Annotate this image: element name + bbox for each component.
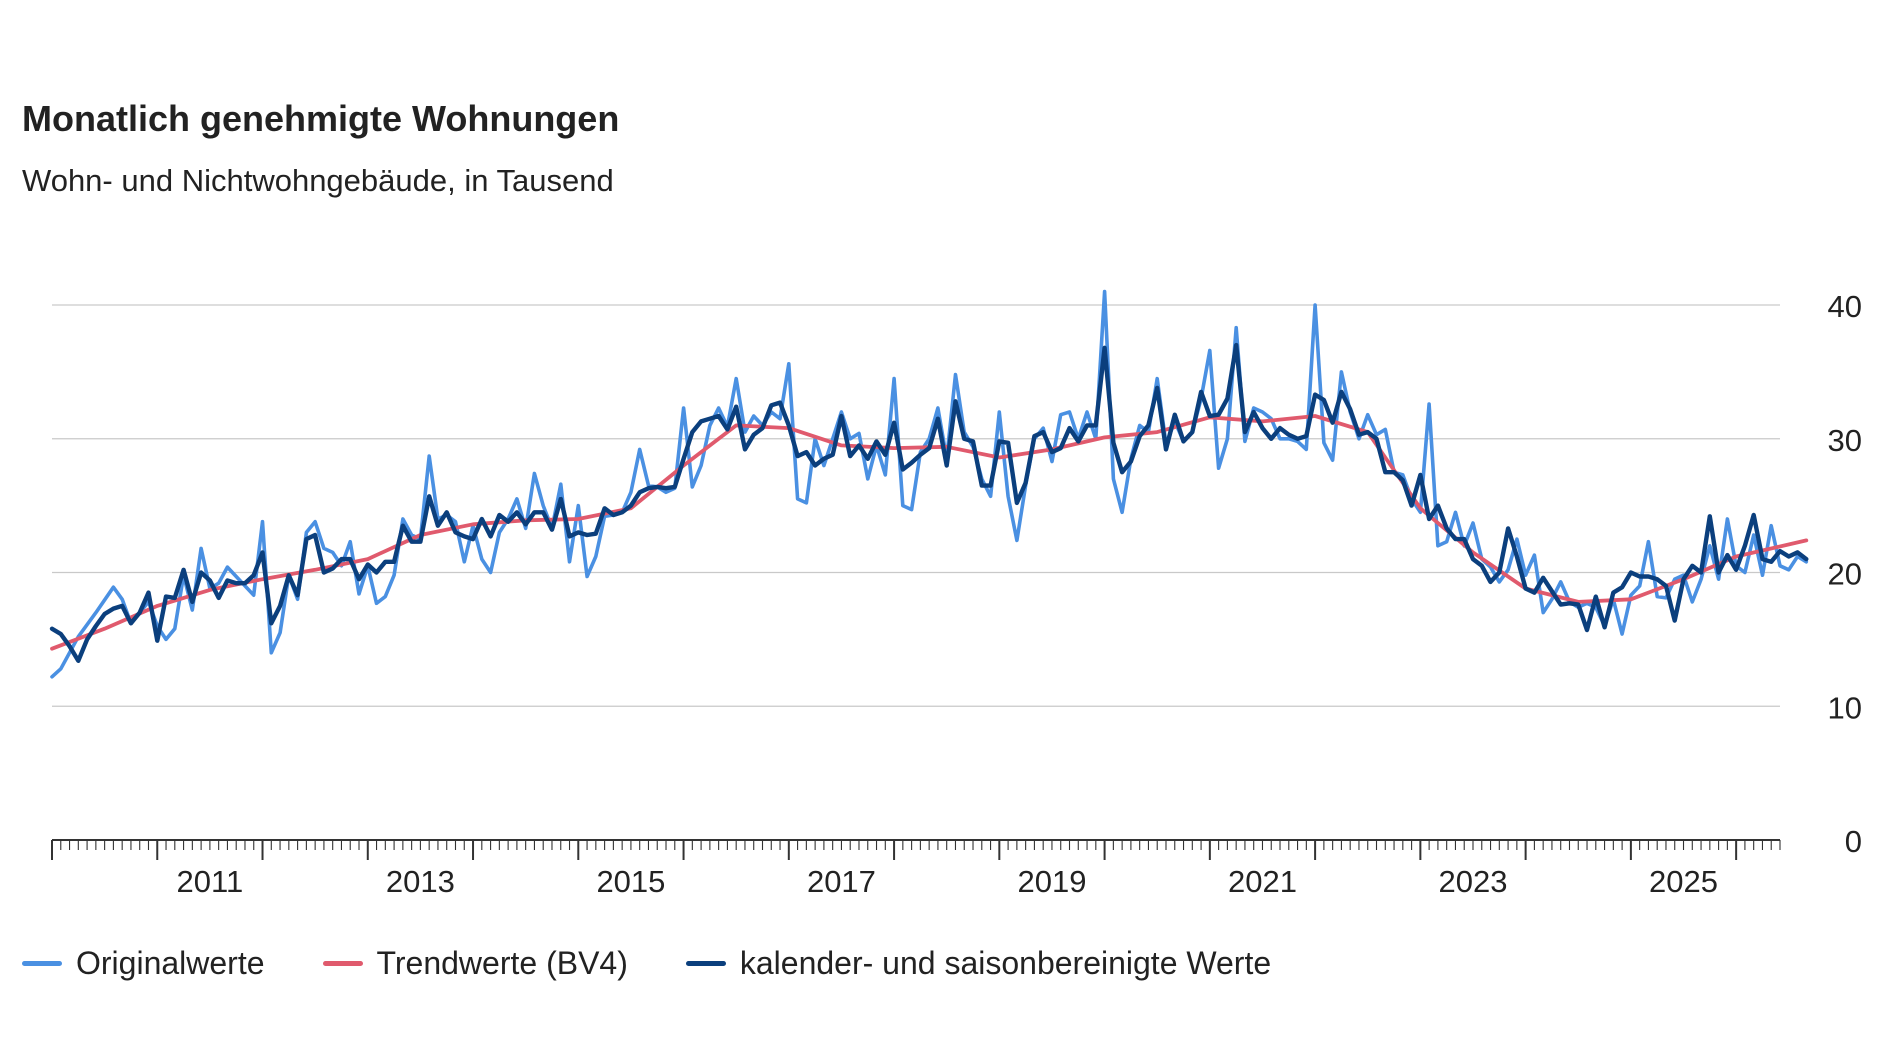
legend: Originalwerte Trendwerte (BV4) kalender-… (22, 945, 1329, 982)
x-tick-label-2015: 2015 (596, 864, 665, 899)
legend-swatch-original (22, 961, 62, 966)
legend-item-adjusted[interactable]: kalender- und saisonbereinigte Werte (685, 945, 1272, 982)
legend-label-original: Originalwerte (76, 945, 265, 981)
y-tick-label-40: 40 (1828, 289, 1862, 324)
series-line-original (50, 289, 1809, 679)
x-tick-label-2025: 2025 (1649, 864, 1718, 899)
legend-label-adjusted: kalender- und saisonbereinigte Werte (739, 945, 1272, 981)
y-tick-label-30: 30 (1828, 423, 1862, 458)
legend-item-original[interactable]: Originalwerte (22, 945, 265, 982)
x-tick-label-2011: 2011 (177, 864, 244, 899)
y-tick-label-20: 20 (1828, 557, 1862, 592)
legend-swatch-trend (322, 961, 363, 966)
x-tick-label-2013: 2013 (386, 864, 455, 899)
x-tick-label-2019: 2019 (1017, 864, 1086, 899)
chart-title: Monatlich genehmigte Wohnungen (22, 98, 620, 139)
legend-item-trend[interactable]: Trendwerte (BV4) (322, 945, 628, 982)
x-tick-label-2017: 2017 (807, 864, 876, 899)
legend-swatch-adjusted (685, 961, 726, 966)
x-tick-label-2021: 2021 (1228, 864, 1297, 899)
x-tick-label-2023: 2023 (1439, 864, 1508, 899)
legend-label-trend: Trendwerte (BV4) (376, 945, 628, 981)
series-line-adjusted (49, 342, 1809, 663)
chart-subtitle: Wohn- und Nichtwohngebäude, in Tausend (22, 163, 614, 198)
y-tick-label-10: 10 (1828, 690, 1862, 725)
y-tick-label-0: 0 (1845, 824, 1862, 859)
